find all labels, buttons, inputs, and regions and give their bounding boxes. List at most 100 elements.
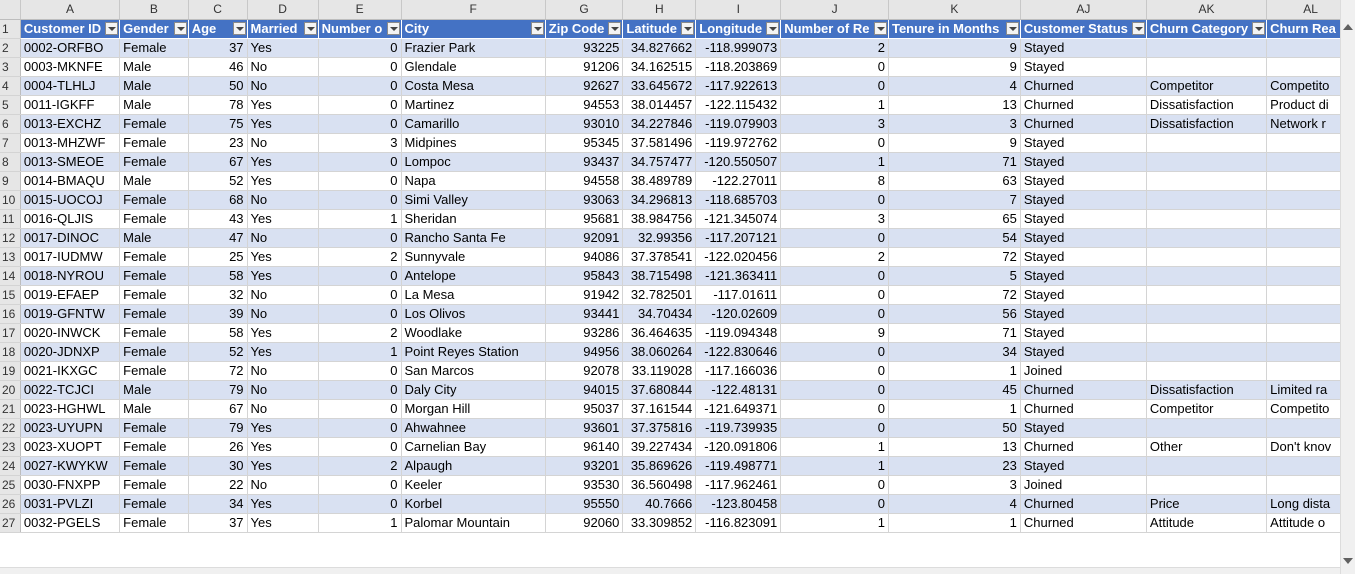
cell-number-of-dependents[interactable]: 1 xyxy=(318,342,402,362)
cell-gender[interactable]: Female xyxy=(119,304,189,324)
cell-churn-reason[interactable] xyxy=(1266,285,1355,305)
cell-number-of-dependents[interactable]: 0 xyxy=(318,228,402,248)
cell-number-of-dependents[interactable]: 0 xyxy=(318,304,402,324)
cell-number-of-referrals[interactable]: 0 xyxy=(780,228,889,248)
cell-number-of-referrals[interactable]: 2 xyxy=(780,38,889,58)
header-cell-number-of-dependents[interactable]: Number o xyxy=(318,19,402,39)
cell-married[interactable]: Yes xyxy=(247,323,319,343)
row-number[interactable]: 9 xyxy=(0,171,21,191)
cell-gender[interactable]: Male xyxy=(119,171,189,191)
cell-age[interactable]: 58 xyxy=(188,266,248,286)
cell-customer-id[interactable]: 0027-KWYKW xyxy=(20,456,121,476)
cell-number-of-dependents[interactable]: 0 xyxy=(318,57,402,77)
cell-age[interactable]: 75 xyxy=(188,114,248,134)
cell-city[interactable]: San Marcos xyxy=(401,361,546,381)
cell-churn-category[interactable] xyxy=(1146,342,1268,362)
cell-latitude[interactable]: 39.227434 xyxy=(622,437,697,457)
cell-tenure-in-months[interactable]: 9 xyxy=(888,57,1021,77)
cell-number-of-dependents[interactable]: 2 xyxy=(318,323,402,343)
cell-customer-id[interactable]: 0002-ORFBO xyxy=(20,38,121,58)
cell-churn-category[interactable] xyxy=(1146,133,1268,153)
cell-customer-id[interactable]: 0023-HGHWL xyxy=(20,399,121,419)
cell-age[interactable]: 23 xyxy=(188,133,248,153)
cell-customer-id[interactable]: 0019-GFNTW xyxy=(20,304,121,324)
cell-latitude[interactable]: 33.645672 xyxy=(622,76,697,96)
column-letter[interactable]: AL xyxy=(1266,0,1355,20)
cell-age[interactable]: 58 xyxy=(188,323,248,343)
cell-number-of-referrals[interactable]: 0 xyxy=(780,133,889,153)
cell-number-of-dependents[interactable]: 0 xyxy=(318,437,402,457)
cell-churn-category[interactable] xyxy=(1146,475,1268,495)
cell-customer-id[interactable]: 0020-INWCK xyxy=(20,323,121,343)
cell-number-of-referrals[interactable]: 1 xyxy=(780,513,889,533)
filter-dropdown-icon[interactable] xyxy=(105,21,119,35)
cell-zip-code[interactable]: 91942 xyxy=(545,285,624,305)
cell-customer-id[interactable]: 0016-QLJIS xyxy=(20,209,121,229)
cell-customer-id[interactable]: 0013-SMEOE xyxy=(20,152,121,172)
cell-number-of-dependents[interactable]: 0 xyxy=(318,190,402,210)
scroll-up-arrow-icon[interactable] xyxy=(1343,22,1353,32)
cell-city[interactable]: Camarillo xyxy=(401,114,546,134)
cell-churn-reason[interactable] xyxy=(1266,152,1355,172)
cell-customer-status[interactable]: Joined xyxy=(1020,475,1147,495)
cell-customer-status[interactable]: Stayed xyxy=(1020,152,1147,172)
cell-gender[interactable]: Female xyxy=(119,494,189,514)
cell-zip-code[interactable]: 93225 xyxy=(545,38,624,58)
cell-number-of-referrals[interactable]: 0 xyxy=(780,418,889,438)
cell-gender[interactable]: Female xyxy=(119,456,189,476)
column-letter[interactable]: J xyxy=(780,0,889,20)
cell-married[interactable]: Yes xyxy=(247,418,319,438)
cell-gender[interactable]: Female xyxy=(119,475,189,495)
cell-gender[interactable]: Male xyxy=(119,380,189,400)
cell-age[interactable]: 68 xyxy=(188,190,248,210)
cell-tenure-in-months[interactable]: 65 xyxy=(888,209,1021,229)
cell-gender[interactable]: Female xyxy=(119,38,189,58)
cell-churn-category[interactable] xyxy=(1146,418,1268,438)
cell-city[interactable]: Los Olivos xyxy=(401,304,546,324)
cell-churn-category[interactable] xyxy=(1146,171,1268,191)
cell-tenure-in-months[interactable]: 3 xyxy=(888,475,1021,495)
row-number[interactable]: 20 xyxy=(0,380,21,400)
cell-customer-status[interactable]: Stayed xyxy=(1020,57,1147,77)
cell-number-of-dependents[interactable]: 0 xyxy=(318,95,402,115)
cell-churn-reason[interactable] xyxy=(1266,190,1355,210)
cell-churn-category[interactable] xyxy=(1146,285,1268,305)
cell-gender[interactable]: Female xyxy=(119,418,189,438)
cell-age[interactable]: 79 xyxy=(188,380,248,400)
cell-married[interactable]: No xyxy=(247,285,319,305)
column-letter[interactable]: I xyxy=(695,0,782,20)
cell-churn-reason[interactable] xyxy=(1266,171,1355,191)
cell-age[interactable]: 79 xyxy=(188,418,248,438)
cell-customer-status[interactable]: Stayed xyxy=(1020,342,1147,362)
cell-zip-code[interactable]: 92078 xyxy=(545,361,624,381)
cell-age[interactable]: 32 xyxy=(188,285,248,305)
cell-zip-code[interactable]: 93530 xyxy=(545,475,624,495)
cell-city[interactable]: Napa xyxy=(401,171,546,191)
cell-number-of-dependents[interactable]: 0 xyxy=(318,285,402,305)
filter-dropdown-icon[interactable] xyxy=(530,21,544,35)
cell-churn-reason[interactable] xyxy=(1266,266,1355,286)
cell-zip-code[interactable]: 92060 xyxy=(545,513,624,533)
column-letter[interactable]: A xyxy=(20,0,121,20)
cell-tenure-in-months[interactable]: 13 xyxy=(888,437,1021,457)
cell-gender[interactable]: Female xyxy=(119,266,189,286)
cell-age[interactable]: 22 xyxy=(188,475,248,495)
cell-churn-reason[interactable]: Attitude o xyxy=(1266,513,1355,533)
cell-number-of-dependents[interactable]: 3 xyxy=(318,133,402,153)
cell-churn-category[interactable]: Dissatisfaction xyxy=(1146,114,1268,134)
row-number[interactable]: 18 xyxy=(0,342,21,362)
cell-longitude[interactable]: -121.649371 xyxy=(695,399,782,419)
column-letter[interactable]: H xyxy=(622,0,697,20)
cell-longitude[interactable]: -119.739935 xyxy=(695,418,782,438)
cell-age[interactable]: 26 xyxy=(188,437,248,457)
cell-city[interactable]: Korbel xyxy=(401,494,546,514)
cell-tenure-in-months[interactable]: 4 xyxy=(888,76,1021,96)
cell-churn-reason[interactable] xyxy=(1266,456,1355,476)
cell-number-of-dependents[interactable]: 1 xyxy=(318,513,402,533)
filter-dropdown-icon[interactable] xyxy=(173,21,187,35)
cell-city[interactable]: Antelope xyxy=(401,266,546,286)
cell-churn-category[interactable]: Price xyxy=(1146,494,1268,514)
cell-married[interactable]: No xyxy=(247,475,319,495)
cell-married[interactable]: Yes xyxy=(247,209,319,229)
cell-customer-id[interactable]: 0013-MHZWF xyxy=(20,133,121,153)
